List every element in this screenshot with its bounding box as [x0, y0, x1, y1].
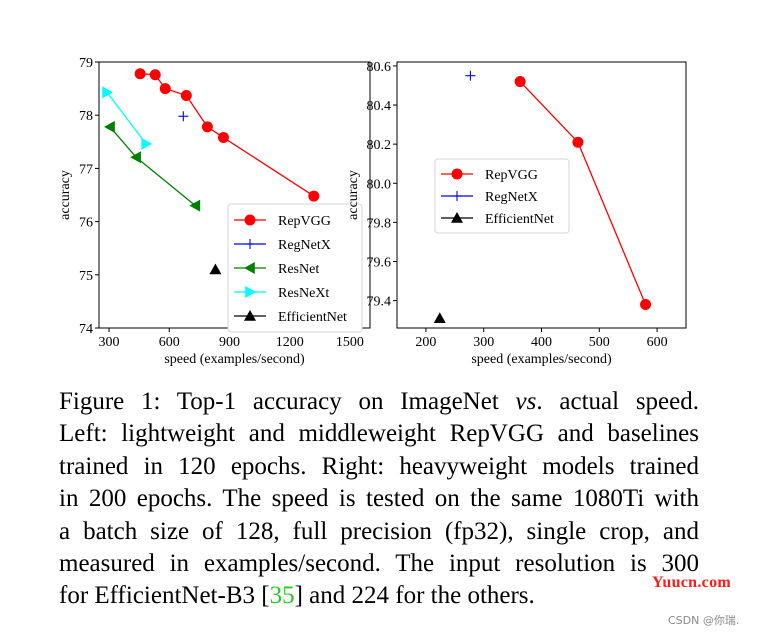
y-tick-label: 79 [79, 56, 93, 71]
caption-line-1: Figure 1: Top-1 accuracy on ImageNet vs.… [59, 388, 699, 415]
data-point [180, 90, 192, 102]
legend-label: ResNeXt [278, 286, 329, 301]
legend-item: EfficientNet [234, 310, 347, 325]
credit-text: CSDN @你瑞. [668, 614, 740, 627]
y-tick-label: 77 [79, 162, 93, 177]
left-series-repvgg [134, 68, 320, 202]
left-series-regnetx [178, 111, 189, 122]
legend-marker [245, 239, 255, 249]
legend-frame [227, 203, 363, 333]
x-tick-label: 300 [99, 335, 120, 350]
legend-marker [244, 214, 256, 226]
data-point [189, 199, 201, 212]
legend-label: RegNetX [278, 238, 331, 253]
caption-line-5: a batch size of 128, full precision (fp3… [59, 517, 699, 545]
left-series-efficientnet [209, 263, 222, 275]
y-tick-label: 75 [79, 269, 93, 284]
left-chart: 300 600 900 1200 1500 74 75 76 77 78 79 speed (exam… [58, 56, 371, 367]
figure-caption: Figure 1: Top-1 accuracy on ImageNet vs.… [59, 386, 699, 613]
y-tick-label: 76 [79, 216, 93, 231]
legend-marker [244, 262, 255, 274]
data-point [149, 69, 161, 81]
data-point [102, 86, 114, 99]
data-point [178, 111, 189, 122]
data-point [130, 151, 141, 164]
y-tick-label: 78 [79, 109, 93, 124]
left-series-resnet [104, 120, 201, 212]
data-point [209, 263, 222, 275]
series-line [106, 91, 147, 145]
legend-item: ResNet [234, 262, 319, 277]
data-point [141, 137, 153, 150]
caption-line-6: measured in examples/second. The input r… [59, 550, 699, 578]
data-point [104, 120, 115, 133]
left-series-resnext [102, 86, 153, 150]
caption-line-2: Left: lightweight and middleweight RepVG… [59, 420, 699, 448]
citation-link[interactable]: 35 [269, 582, 295, 610]
y-tick-label: 74 [79, 322, 93, 337]
legend-label: RepVGG [278, 214, 331, 229]
series-line [109, 126, 196, 207]
x-tick-label: 1500 [336, 335, 364, 350]
legend-item: ResNeXt [234, 286, 329, 301]
caption-line-3: trained in 120 epochs. Right: heavyweigh… [59, 452, 699, 480]
x-tick-label: 600 [159, 335, 180, 350]
legend-item: RegNetX [234, 238, 331, 253]
left-x-axis-label: speed (examples/second) [164, 352, 305, 367]
left-legend: RepVGG RegNetX ResNet ResNeXt EfficientNet [227, 203, 363, 333]
x-tick-label: 900 [219, 335, 240, 350]
legend-label: ResNet [278, 262, 319, 277]
data-point [159, 83, 171, 95]
legend-label: EfficientNet [278, 310, 347, 325]
caption-line-4: in 200 epochs. The speed is tested on th… [59, 485, 699, 513]
data-point [308, 190, 320, 202]
left-plot: 300 600 900 1200 1500 74 75 76 77 78 79 speed (exam… [58, 56, 371, 367]
watermark: Yuucn.com [652, 574, 732, 591]
legend-marker [244, 310, 256, 321]
left-y-axis-label: accuracy [58, 170, 73, 220]
legend-item: RepVGG [234, 214, 331, 229]
data-point [217, 132, 229, 144]
caption-line-7: for EfficientNet-B3 [35] and 224 for the… [59, 582, 535, 610]
legend-marker [245, 286, 256, 298]
data-point [134, 68, 146, 80]
x-tick-label: 1200 [276, 335, 304, 350]
data-point [201, 121, 213, 133]
